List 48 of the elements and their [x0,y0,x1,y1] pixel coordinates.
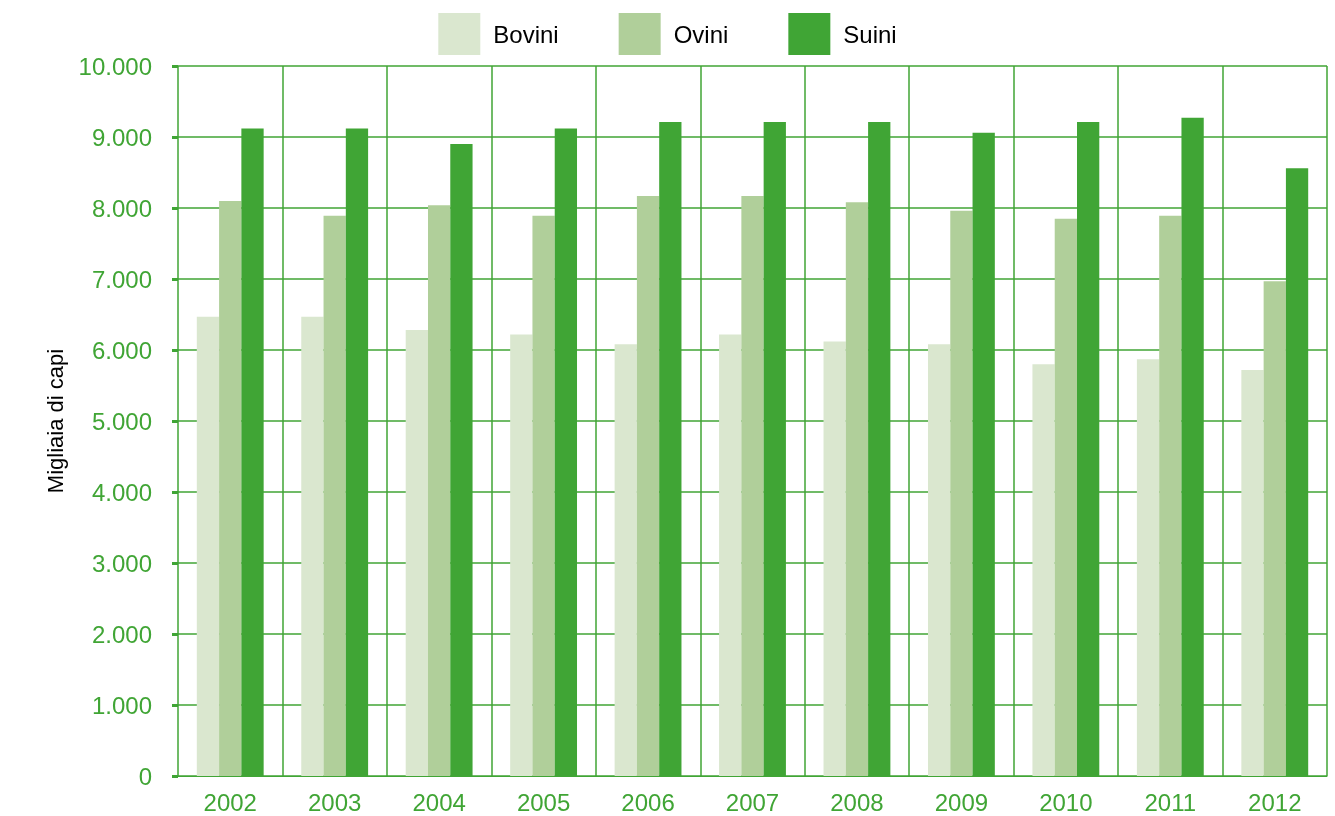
x-tick-label: 2007 [725,788,780,816]
y-tick-label: 7.000 [91,265,152,293]
bar [927,344,951,776]
y-tick-label: 1.000 [91,691,152,719]
bar [636,195,660,776]
bar [1241,369,1264,776]
bar [405,330,428,776]
y-tick-label: 2.000 [91,620,152,648]
y-axis-title: Migliaia di capi [42,348,68,494]
bar [741,195,764,776]
bar [510,334,533,776]
bar [1159,215,1182,776]
x-tick-label: 2002 [203,788,257,816]
legend-label: Suini [843,20,897,48]
y-tick-label: 6.000 [91,336,152,364]
bar [532,215,555,776]
legend-label: Bovini [493,20,559,48]
bar [1032,364,1055,776]
bar [196,316,220,776]
x-tick-label: 2003 [307,788,362,816]
bar [427,205,451,776]
x-tick-label: 2004 [412,788,466,816]
legend-label: Ovini [673,20,729,48]
bar [950,210,973,776]
y-tick-label: 5.000 [91,407,152,435]
bar [1263,281,1286,776]
bar [1136,359,1160,776]
y-tick-label: 0 [138,762,152,790]
x-tick-label: 2008 [830,788,884,816]
x-tick-label: 2005 [516,788,571,816]
bar [823,341,846,776]
y-tick-label: 3.000 [91,549,152,577]
y-tick-label: 9.000 [91,123,152,151]
x-tick-label: 2012 [1248,788,1302,816]
bar [323,215,346,776]
bar [719,334,742,776]
x-tick-label: 2006 [621,788,675,816]
bar [1054,218,1078,776]
y-tick-label: 8.000 [91,194,152,222]
x-tick-label: 2011 [1144,788,1197,816]
bar [219,200,242,776]
x-tick-label: 2009 [934,788,989,816]
bar [614,344,637,776]
bar [845,202,869,776]
y-tick-label: 10.000 [78,52,152,80]
bar [301,316,324,776]
y-tick-label: 4.000 [91,478,152,506]
x-tick-label: 2010 [1039,788,1093,816]
